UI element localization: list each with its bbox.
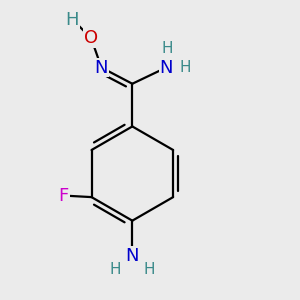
Text: H: H (144, 262, 155, 277)
Text: N: N (159, 58, 173, 76)
Text: H: H (162, 41, 173, 56)
Text: F: F (58, 187, 69, 205)
Text: O: O (84, 29, 98, 47)
Text: N: N (95, 58, 108, 76)
Text: H: H (180, 60, 191, 75)
Text: N: N (126, 247, 139, 265)
Text: H: H (65, 11, 79, 29)
Text: H: H (110, 262, 121, 277)
